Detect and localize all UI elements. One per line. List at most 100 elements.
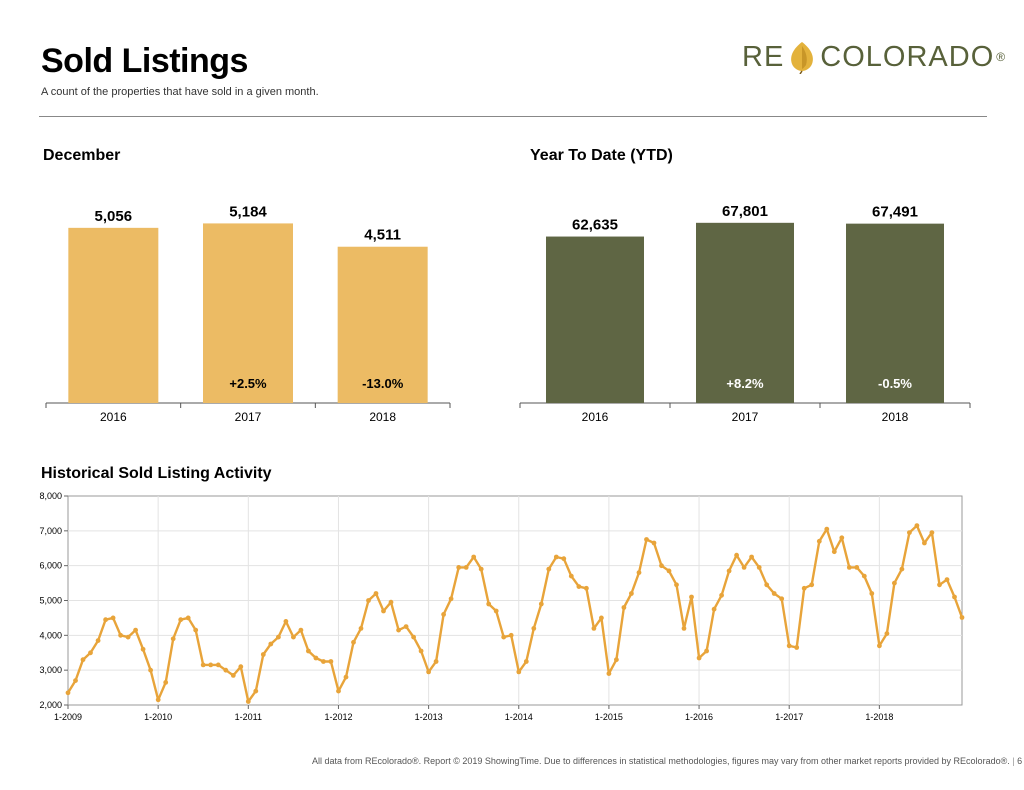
december-value-label: 4,511	[364, 227, 401, 244]
historical-data-point	[681, 626, 687, 631]
historical-data-point	[599, 615, 604, 621]
historical-data-point	[178, 617, 184, 623]
historical-y-tick-label: 7,000	[39, 526, 62, 536]
aspen-leaf-icon	[791, 42, 814, 74]
historical-y-tick-label: 6,000	[39, 561, 62, 571]
historical-data-point	[614, 657, 619, 663]
december-change-label: -13.0%	[362, 376, 404, 391]
historical-data-point	[125, 634, 131, 640]
historical-data-point	[944, 577, 950, 582]
historical-data-point	[486, 601, 492, 607]
historical-data-point	[343, 674, 349, 680]
historical-data-point	[478, 566, 484, 572]
historical-data-point	[591, 626, 597, 631]
historical-x-tick-label: 1-2012	[324, 712, 352, 722]
historical-data-point	[937, 582, 942, 588]
historical-data-point	[801, 585, 807, 591]
historical-data-point	[433, 659, 439, 664]
historical-x-tick-label: 1-2015	[595, 712, 623, 722]
historical-data-point	[561, 556, 567, 562]
historical-data-point	[689, 594, 694, 600]
historical-data-point	[463, 565, 469, 570]
historical-x-tick-label: 1-2010	[144, 712, 172, 722]
historical-data-point	[907, 530, 912, 535]
december-value-label: 5,056	[95, 208, 133, 225]
historical-data-point	[103, 617, 108, 623]
historical-data-point	[576, 584, 582, 589]
historical-data-point	[854, 565, 860, 570]
footer: All data from REcolorado®. Report © 2019…	[312, 756, 1023, 766]
ytd-category-label: 2016	[582, 410, 609, 424]
page-number: 6	[1017, 756, 1023, 766]
historical-data-point	[73, 678, 78, 683]
historical-data-point	[223, 667, 229, 673]
historical-data-point	[666, 568, 672, 574]
december-bar	[203, 223, 293, 403]
historical-y-tick-label: 3,000	[39, 665, 62, 675]
historical-data-point	[546, 566, 552, 572]
historical-data-point	[899, 566, 905, 572]
ytd-change-label: -0.5%	[878, 376, 912, 391]
historical-x-tick-label: 1-2016	[685, 712, 713, 722]
historical-data-point	[749, 554, 754, 560]
historical-x-tick-label: 1-2017	[775, 712, 803, 722]
historical-data-point	[606, 671, 612, 676]
logo-registered-mark: ®	[996, 50, 1007, 64]
historical-data-point	[869, 591, 875, 596]
historical-data-point	[816, 538, 822, 544]
historical-data-point	[636, 570, 642, 575]
historical-data-point	[846, 565, 852, 570]
historical-data-point	[373, 591, 379, 596]
december-bar	[337, 246, 428, 403]
historical-data-point	[193, 627, 199, 633]
historical-data-point	[553, 554, 559, 560]
december-change-label: +2.5%	[229, 376, 267, 391]
historical-data-point	[403, 624, 409, 629]
historical-data-point	[952, 594, 957, 600]
historical-data-point	[861, 573, 867, 579]
historical-data-point	[366, 598, 371, 603]
historical-data-point	[215, 662, 221, 668]
historical-data-point	[831, 549, 837, 555]
historical-data-point	[396, 627, 401, 633]
historical-data-point	[298, 627, 304, 633]
historical-data-point	[756, 565, 762, 570]
historical-data-point	[794, 645, 800, 650]
historical-x-tick-label: 1-2009	[54, 712, 82, 722]
historical-x-tick-label: 1-2011	[235, 712, 262, 722]
historical-data-point	[877, 643, 882, 649]
historical-x-tick-label: 1-2018	[865, 712, 893, 722]
ytd-bar	[546, 236, 644, 403]
historical-data-point	[629, 591, 634, 596]
december-bar	[68, 227, 159, 403]
historical-data-point	[516, 669, 522, 675]
ytd-bar	[846, 223, 944, 403]
historical-data-point	[779, 596, 785, 602]
historical-data-point	[734, 552, 739, 558]
historical-data-point	[441, 612, 446, 617]
historical-data-point	[764, 582, 770, 588]
historical-data-point	[523, 659, 529, 664]
historical-data-point	[268, 641, 274, 647]
historical-data-point	[185, 615, 191, 621]
historical-data-point	[501, 634, 507, 640]
historical-data-point	[771, 591, 777, 596]
historical-data-point	[336, 688, 341, 694]
historical-data-point	[659, 563, 664, 569]
historical-data-point	[959, 615, 965, 620]
december-category-label: 2017	[235, 410, 262, 424]
historical-data-point	[95, 638, 101, 643]
historical-data-point	[260, 652, 266, 657]
december-category-label: 2016	[100, 410, 127, 424]
historical-x-tick-label: 1-2013	[415, 712, 443, 722]
historical-data-point	[929, 530, 935, 535]
logo-text-colorado: COLORADO	[820, 40, 995, 73]
ytd-category-label: 2018	[882, 410, 909, 424]
historical-data-point	[230, 673, 236, 678]
historical-data-point	[839, 535, 845, 541]
historical-data-point	[644, 537, 649, 542]
historical-data-point	[328, 659, 334, 664]
historical-data-point	[291, 634, 296, 640]
historical-data-point	[914, 523, 920, 528]
historical-data-point	[471, 554, 477, 560]
